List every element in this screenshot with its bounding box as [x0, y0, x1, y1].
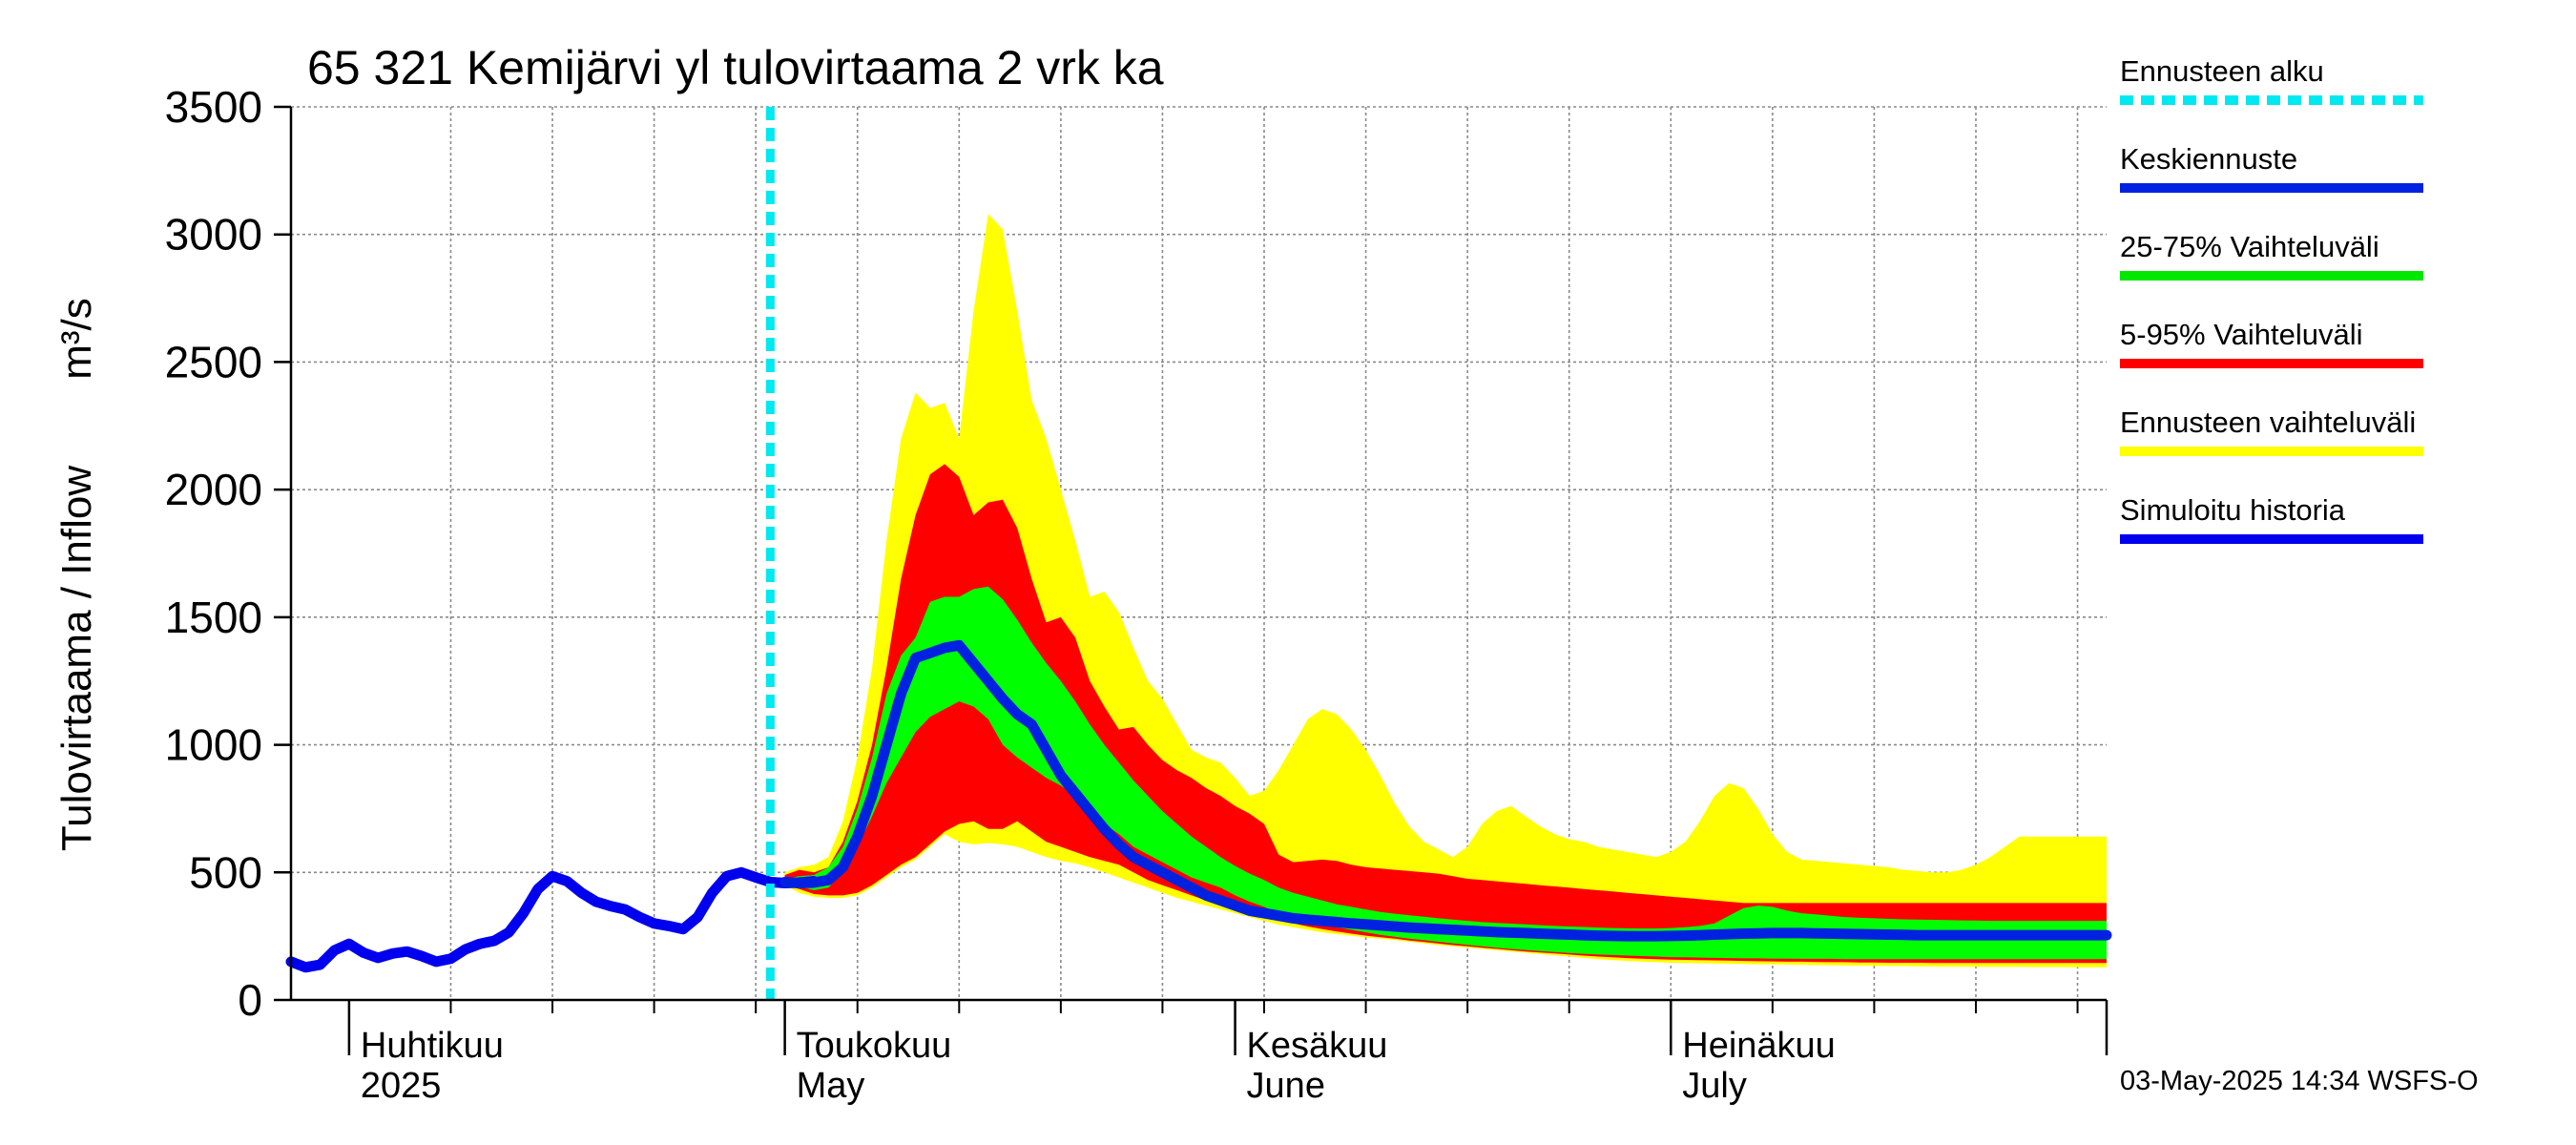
y-axis-unit: m³/s — [53, 298, 100, 380]
y-tick-label: 2000 — [165, 465, 262, 514]
x-month-label-fi: Toukokuu — [797, 1026, 952, 1066]
footer-timestamp: 03-May-2025 14:34 WSFS-O — [2120, 1066, 2479, 1096]
y-tick-label: 1000 — [165, 720, 262, 770]
legend-label: 5-95% Vaihteluväli — [2120, 318, 2362, 351]
band-p25-75 — [784, 586, 2107, 960]
legend-label: Keskiennuste — [2120, 142, 2297, 176]
x-month-label-fi: Huhtikuu — [361, 1026, 504, 1066]
y-tick-label: 0 — [238, 975, 262, 1025]
x-month-label-en: May — [797, 1066, 865, 1106]
y-tick-label: 500 — [189, 847, 262, 897]
legend: Ennusteen alku Keskiennuste 25-75% Vaihtel… — [2120, 54, 2423, 544]
series-line-median — [779, 639, 2112, 942]
series-line-history — [285, 866, 820, 973]
y-tick-label: 1500 — [165, 593, 262, 642]
x-month-label-fi: Kesäkuu — [1247, 1026, 1388, 1066]
y-tick-label: 3000 — [165, 210, 262, 260]
legend-label: Ennusteen alku — [2120, 54, 2324, 88]
legend-label: 25-75% Vaihteluväli — [2120, 230, 2379, 263]
x-month-label-fi: Heinäkuu — [1682, 1026, 1836, 1066]
chart-title: 65 321 Kemijärvi yl tulovirtaama 2 vrk k… — [307, 41, 1164, 94]
y-axis-label: Tulovirtaama / Inflow — [53, 466, 100, 852]
legend-label: Simuloitu historia — [2120, 493, 2346, 527]
x-month-label-en: July — [1682, 1066, 1747, 1106]
x-month-label-en: 2025 — [361, 1066, 442, 1106]
y-tick-label: 2500 — [165, 337, 262, 386]
y-tick-label: 3500 — [165, 82, 262, 132]
plot-area: 0 500 1000 1500 2000 2500 3000 3500 Huhtikuu2025… — [165, 82, 2112, 1106]
legend-label: Ennusteen vaihteluväli — [2120, 406, 2416, 439]
x-month-label-en: June — [1247, 1066, 1325, 1106]
